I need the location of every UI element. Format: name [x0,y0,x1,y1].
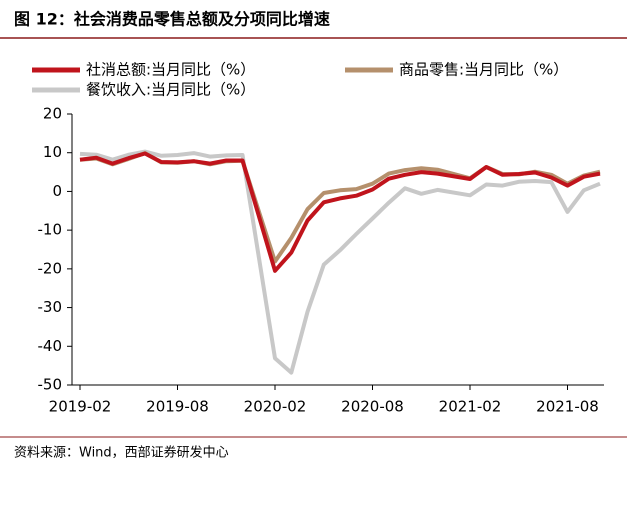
legend-label: 餐饮收入:当月同比（%） [86,81,255,99]
y-tick-label: -20 [38,259,63,277]
series-line [79,149,601,375]
source: 资料来源：Wind，西部证券研发中心 [14,445,229,461]
x-tick-label: 2021-02 [439,398,502,416]
series-line [79,151,601,273]
series-line [79,151,601,264]
y-tick-label: -50 [38,376,63,394]
chart-title: 图 12：社会消费品零售总额及分项同比增速 [14,10,330,29]
y-tick-label: -10 [38,221,63,239]
y-tick-label: 0 [52,182,62,200]
y-tick-label: -40 [38,337,63,355]
y-tick-label: 10 [43,143,62,161]
x-tick-label: 2019-02 [49,398,112,416]
x-tick-label: 2020-02 [244,398,307,416]
x-tick-label: 2020-08 [341,398,404,416]
x-tick-label: 2019-08 [146,398,209,416]
y-tick-label: 20 [43,105,62,123]
y-tick-label: -30 [38,298,63,316]
legend-label: 社消总额:当月同比（%） [86,61,255,79]
legend-label: 商品零售:当月同比（%） [399,61,568,79]
x-tick-label: 2021-08 [536,398,599,416]
